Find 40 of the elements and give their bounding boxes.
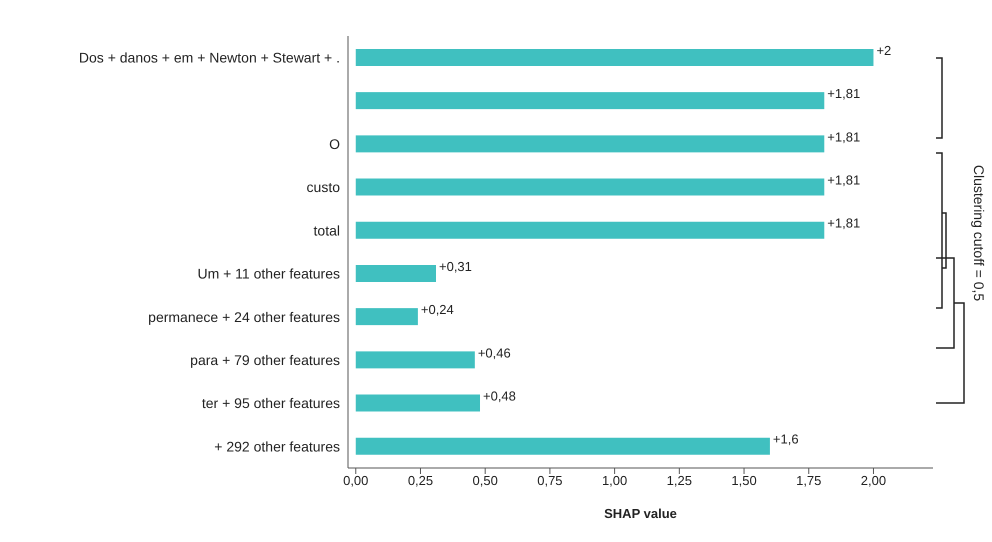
- x-axis-title: SHAP value: [604, 506, 677, 521]
- y-tick-label: Dos + danos + em + Newton + Stewart + .: [78, 50, 340, 66]
- x-tick-label: 1,25: [666, 473, 692, 488]
- bar: [356, 264, 436, 282]
- y-tick-label: Um + 11 other features: [197, 266, 340, 282]
- x-tick-label: 1,50: [731, 473, 757, 488]
- y-tick-label: para + 79 other features: [190, 352, 340, 368]
- bar: [356, 92, 824, 110]
- x-tick-label: 1,75: [796, 473, 822, 488]
- y-tick-label: permanece + 24 other features: [148, 308, 340, 325]
- bar: [356, 178, 824, 196]
- data-label: +0,24: [420, 302, 454, 318]
- x-tick-label: 0,25: [408, 473, 434, 488]
- bar: [356, 308, 418, 326]
- x-tick-label: 0,50: [472, 473, 498, 488]
- data-label: +1,81: [827, 216, 860, 231]
- bar: [356, 48, 874, 66]
- x-tick-label: 0,00: [343, 473, 368, 488]
- bar: [356, 351, 475, 368]
- x-tick-label: 1,00: [602, 473, 628, 488]
- data-label: +1,81: [827, 86, 860, 102]
- data-label: +1,6: [772, 432, 799, 447]
- bar: [356, 438, 770, 455]
- y-tick-label: ter + 95 other features: [202, 395, 340, 412]
- data-label: +0,46: [478, 345, 511, 360]
- data-label: +1,81: [827, 172, 860, 188]
- data-label: +1,81: [827, 129, 860, 144]
- data-label: +0,48: [483, 388, 516, 404]
- bar: [356, 222, 824, 239]
- y-tick-label: + 292 other features: [214, 438, 340, 454]
- bar: [356, 135, 824, 152]
- x-tick-label: 0,75: [537, 473, 563, 488]
- y-tick-label: total: [314, 222, 340, 238]
- data-label: +0,31: [439, 258, 472, 274]
- x-tick-label: 2,00: [860, 473, 886, 488]
- y-tick-label: custo: [306, 179, 340, 196]
- text: Clustering cutoff = 0,5: [971, 164, 987, 302]
- y-tick-label: O: [329, 136, 340, 152]
- data-label: +2: [876, 42, 892, 58]
- bar: [356, 394, 480, 412]
